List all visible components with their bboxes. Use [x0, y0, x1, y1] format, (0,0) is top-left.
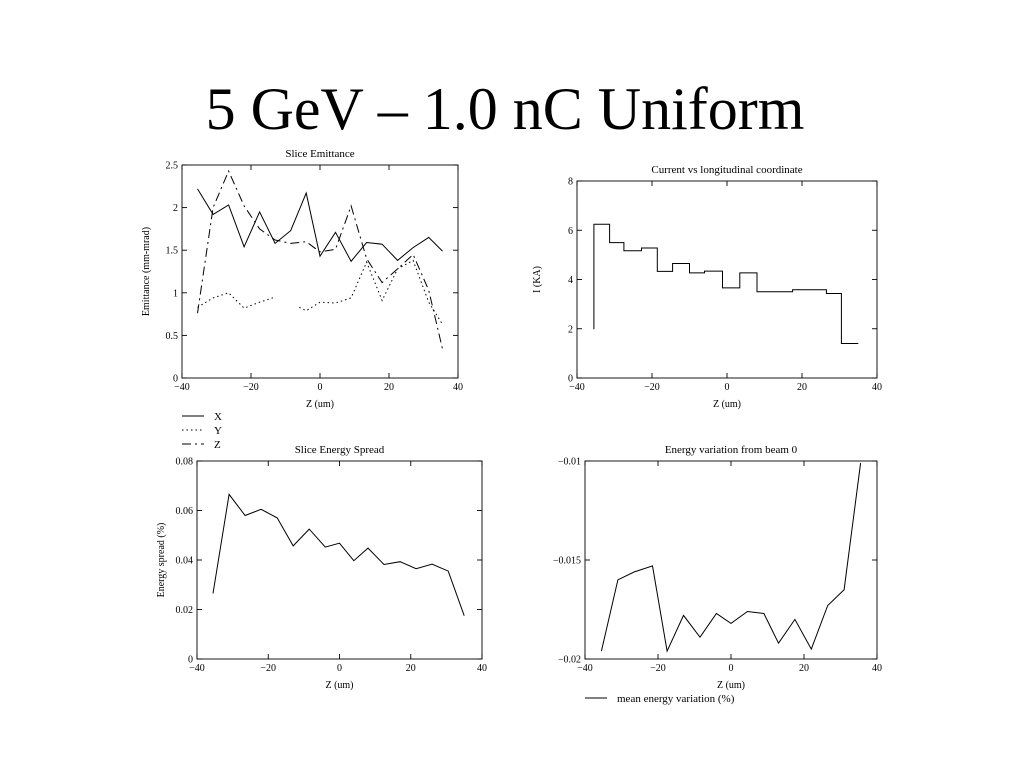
y-tick-label: −0.015	[553, 556, 581, 567]
x-tick-label: 40	[453, 382, 463, 393]
x-tick-label: −20	[644, 382, 660, 393]
y-tick-label: 2	[173, 203, 178, 214]
series-line-data	[212, 493, 465, 616]
series-line-x	[197, 188, 443, 263]
legend-label: mean energy variation (%)	[617, 693, 735, 705]
chart-title: Slice Emittance	[285, 148, 354, 160]
slide-title: 5 GeV – 1.0 nC Uniform	[205, 76, 805, 142]
chart-energy-variation: Energy variation from beam 0 −40 −20 0 20 40 −…	[553, 444, 882, 705]
x-tick-label: 0	[318, 382, 323, 393]
y-tick-label: 6	[568, 226, 573, 237]
series-line-z	[197, 169, 443, 350]
x-tick-label: −40	[189, 663, 205, 674]
x-tick-label: 0	[725, 382, 730, 393]
y-tick-label: 0	[188, 655, 193, 666]
chart-slice-emittance: Slice Emittance −40 −20 0 20 40 0 0.5 1 1.5 2 2.5 Z …	[141, 148, 463, 451]
x-axis-label: Z (um)	[306, 399, 334, 410]
chart-title: Energy variation from beam 0	[665, 444, 798, 456]
y-tick-label: 8	[568, 177, 573, 188]
series-line-y	[197, 259, 443, 325]
x-tick-label: −40	[569, 382, 585, 393]
y-tick-label: 1	[173, 288, 178, 299]
y-axis-label: I (KA)	[532, 266, 543, 293]
y-tick-label: 1.5	[166, 246, 179, 257]
x-tick-label: 0	[729, 663, 734, 674]
chart-slice-energy-spread: Slice Energy Spread −40 −20 0 20 40 0 0.02 0.04 0…	[156, 444, 487, 691]
x-axis-label: Z (um)	[325, 680, 353, 691]
y-tick-label: 0.04	[176, 556, 194, 567]
legend-label: Z	[214, 439, 221, 451]
chart-current-vs-z: Current vs longitudinal coordinate −40 −20…	[532, 164, 882, 410]
legend-label: Y	[214, 425, 222, 437]
x-tick-label: 20	[799, 663, 809, 674]
y-tick-label: 0.5	[166, 331, 179, 342]
x-tick-label: 20	[797, 382, 807, 393]
y-tick-label: 0.02	[176, 605, 194, 616]
chart-title: Current vs longitudinal coordinate	[651, 164, 802, 176]
y-tick-label: −0.02	[558, 655, 581, 666]
y-tick-label: 4	[568, 275, 573, 286]
x-tick-label: 40	[872, 663, 882, 674]
plot-frame	[576, 180, 878, 379]
plot-frame	[181, 164, 459, 379]
x-tick-label: 20	[384, 382, 394, 393]
chart-title: Slice Energy Spread	[295, 444, 385, 456]
series-line-mean-energy-variation-	[600, 462, 862, 653]
series-line-data	[593, 223, 859, 344]
x-tick-label: −20	[243, 382, 259, 393]
x-tick-label: 0	[337, 663, 342, 674]
x-tick-label: 40	[477, 663, 487, 674]
x-axis-label: Z (um)	[713, 399, 741, 410]
y-tick-label: −0.01	[558, 457, 581, 468]
y-axis-label: Emittance (mm-mrad)	[141, 227, 152, 316]
plot-frame	[196, 460, 483, 660]
x-axis-label: Z (um)	[717, 680, 745, 691]
y-tick-label: 0.06	[176, 506, 194, 517]
plot-frame	[584, 460, 878, 660]
x-tick-label: −40	[577, 663, 593, 674]
y-tick-label: 2	[568, 324, 573, 335]
x-tick-label: 40	[872, 382, 882, 393]
legend-label: X	[214, 411, 222, 423]
y-tick-label: 0	[173, 374, 178, 385]
y-tick-label: 0	[568, 374, 573, 385]
x-tick-label: −20	[650, 663, 666, 674]
x-tick-label: 20	[406, 663, 416, 674]
x-tick-label: −40	[174, 382, 190, 393]
y-axis-label: Energy spread (%)	[156, 523, 167, 598]
y-tick-label: 2.5	[166, 161, 179, 172]
x-tick-label: −20	[260, 663, 276, 674]
y-tick-label: 0.08	[176, 457, 194, 468]
